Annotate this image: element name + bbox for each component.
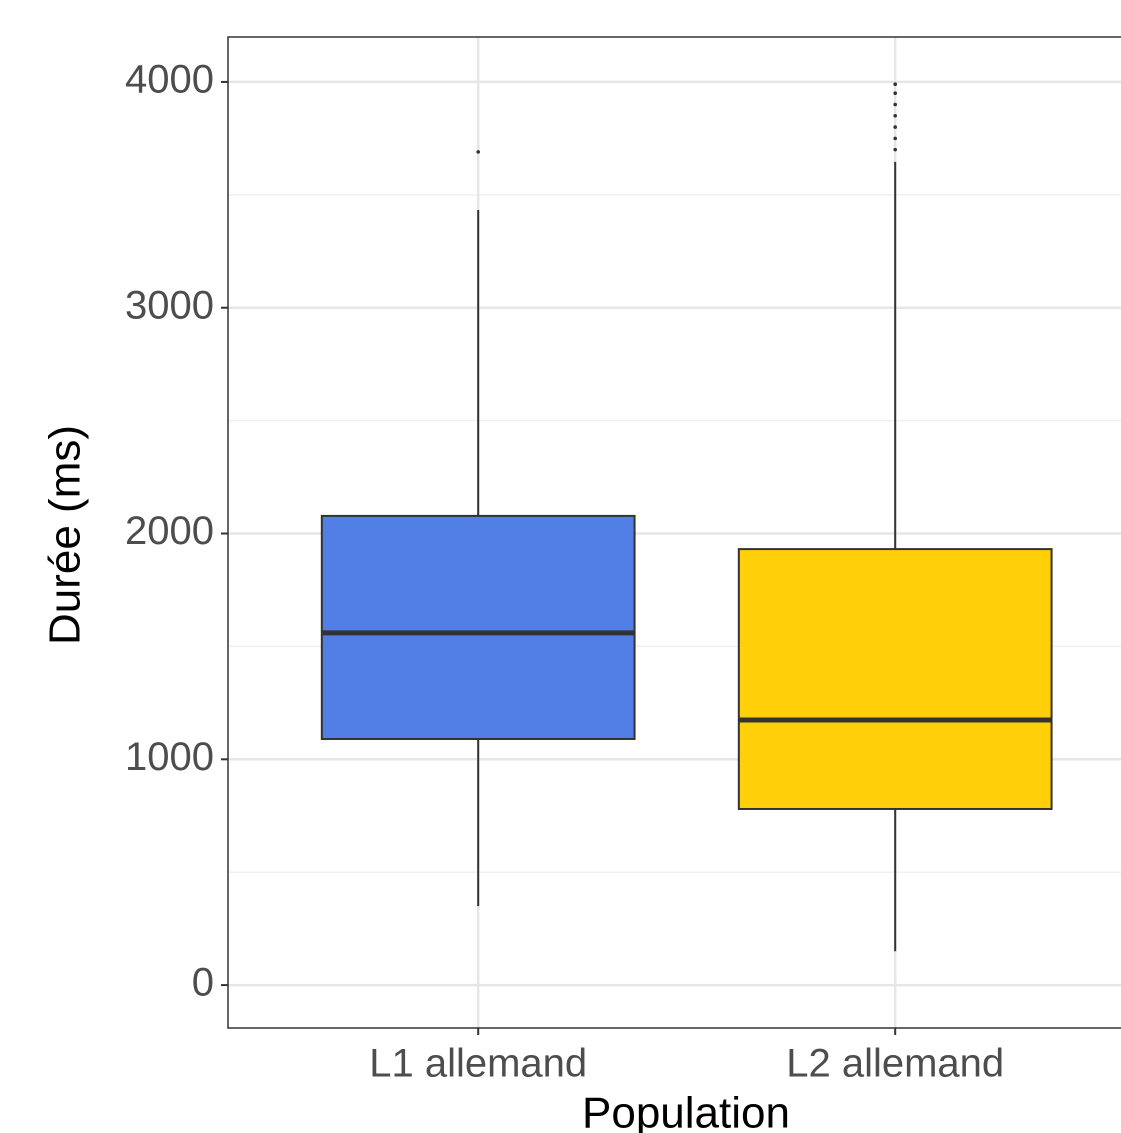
y-tick-label: 0 [192,961,214,1005]
box [737,548,1053,810]
outlier [893,82,897,86]
outlier [893,147,897,152]
outlier [893,102,897,107]
y-tick-label: 2000 [125,509,214,553]
y-tick-label: 4000 [125,57,214,101]
outlier [893,114,897,118]
y-tick-label: 3000 [125,283,214,327]
outlier [893,136,897,141]
outlier [476,150,481,154]
x-tick-label: L1 allemand [369,1042,587,1086]
panel-border [227,36,1121,1029]
y-axis-title: Durée (ms) [41,425,90,645]
x-axis-title: Population [582,1089,790,1133]
outlier [893,91,897,96]
outlier [893,125,897,129]
x-tick-label: L2 allemand [786,1042,1004,1086]
y-tick-label: 1000 [125,735,214,779]
box [320,514,636,740]
